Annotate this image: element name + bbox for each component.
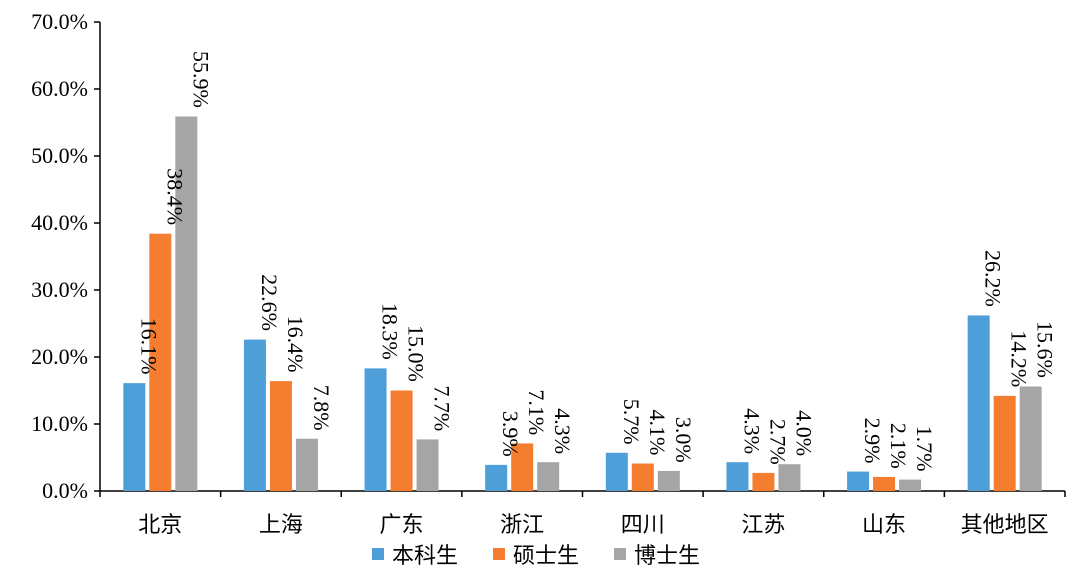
y-tick-label: 40.0% (31, 210, 88, 235)
category-label: 江苏 (741, 513, 785, 538)
bar (967, 315, 990, 491)
category-label: 上海 (259, 513, 303, 538)
data-label: 7.8% (309, 385, 334, 431)
bar (847, 471, 870, 491)
category-label: 广东 (380, 513, 424, 538)
data-label: 3.9% (498, 411, 523, 457)
data-label: 38.4% (162, 168, 187, 225)
category-label: 山东 (862, 513, 906, 538)
category-label: 北京 (138, 513, 182, 538)
legend-label: 本科生 (392, 544, 458, 569)
data-label: 14.2% (1007, 330, 1032, 387)
y-tick-label: 30.0% (31, 277, 88, 302)
data-label: 26.2% (981, 250, 1006, 307)
bar (416, 439, 439, 491)
bar (778, 464, 801, 491)
bar (295, 438, 318, 491)
data-label: 15.6% (1033, 321, 1058, 378)
bar (605, 452, 628, 491)
bar (149, 233, 172, 491)
bar (123, 383, 146, 491)
bar (243, 339, 266, 491)
category-label: 浙江 (500, 513, 544, 538)
data-label: 4.1% (645, 410, 670, 456)
bar (537, 462, 560, 491)
y-tick-label: 60.0% (31, 76, 88, 101)
y-tick-label: 70.0% (31, 9, 88, 34)
bar (752, 472, 775, 491)
data-label: 16.1% (136, 318, 161, 375)
data-label: 3.0% (671, 417, 696, 463)
legend-swatch (372, 548, 384, 560)
bar (1019, 386, 1042, 491)
legend-swatch (614, 548, 626, 560)
legend: 本科生 硕士生 博士生 (372, 544, 700, 569)
data-label: 7.1% (524, 389, 549, 435)
bar (390, 390, 413, 491)
bar (175, 116, 198, 491)
bar (631, 463, 654, 491)
data-label: 2.9% (860, 418, 885, 464)
category-label: 其他地区 (961, 513, 1049, 538)
bar (364, 368, 387, 491)
bar (873, 476, 896, 491)
bar (899, 479, 922, 491)
legend-swatch (493, 548, 505, 560)
category-label: 四川 (621, 513, 665, 538)
bar (657, 470, 680, 491)
data-label: 2.7% (765, 419, 790, 465)
bar (511, 443, 534, 491)
bar (726, 462, 749, 491)
legend-label: 博士生 (634, 544, 700, 569)
bar (269, 381, 292, 491)
y-tick-label: 20.0% (31, 344, 88, 369)
bars (123, 116, 1042, 491)
y-tick-label: 10.0% (31, 411, 88, 436)
data-label: 4.0% (791, 410, 816, 456)
y-axis: 0.0% 10.0% 20.0% 30.0% 40.0% 50.0% 60.0% 70.0% (31, 9, 101, 503)
data-label: 22.6% (257, 274, 282, 331)
data-label: 7.7% (430, 385, 455, 431)
bar (993, 395, 1016, 491)
data-label: 4.3% (739, 408, 764, 454)
data-label: 2.1% (886, 423, 911, 469)
data-labels: 16.1%38.4%55.9%22.6%16.4%7.8%18.3% 15.0%7… (136, 51, 1057, 471)
data-label: 5.7% (619, 399, 644, 445)
legend-label: 硕士生 (513, 544, 579, 569)
x-axis: 北京 上海 广东 浙江 四川 江苏 山东 其他地区 (99, 490, 1066, 538)
data-label: 1.7% (912, 426, 937, 472)
data-label: 55.9% (188, 51, 213, 108)
data-label: 16.4% (283, 316, 308, 373)
y-tick-label: 50.0% (31, 143, 88, 168)
data-label: 18.3% (378, 303, 403, 360)
data-label: 4.3% (550, 408, 575, 454)
y-tick-label: 0.0% (42, 478, 88, 503)
data-label: 15.0% (404, 325, 429, 382)
bar (485, 464, 508, 491)
